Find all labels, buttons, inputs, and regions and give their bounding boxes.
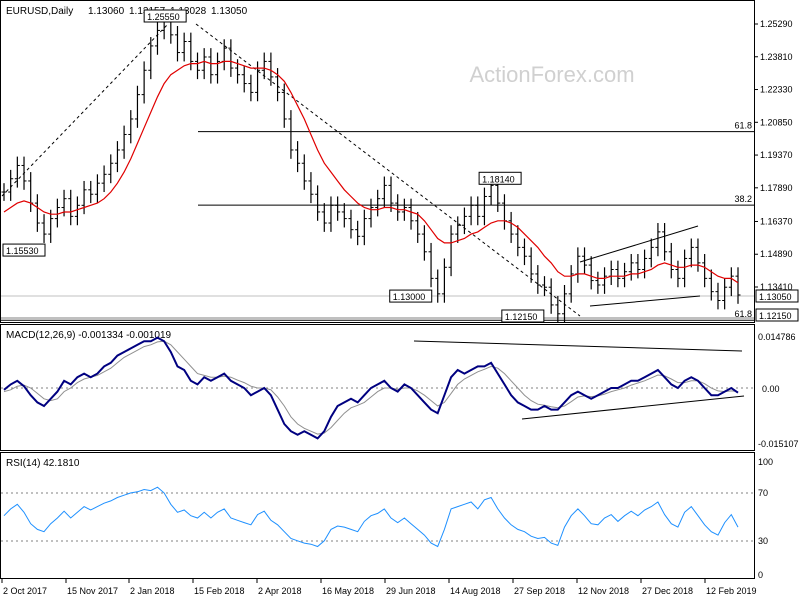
price-axis-label: 1.13410 [760,282,793,292]
date-axis-label: 2 Oct 2017 [3,586,47,596]
date-axis-label: 15 Nov 2017 [67,586,118,596]
watermark-text: ActionForex.com [469,62,634,87]
level-label-box [389,289,433,303]
rsi-line [3,486,739,548]
macd-tick-top: 0.014786 [758,332,796,342]
rsi-tick-30: 30 [758,536,768,546]
level-label-box [501,309,545,323]
rsi-tick-0: 0 [758,570,763,580]
trend-lines [1,23,745,420]
date-axis-label: 2 Jan 2018 [130,586,175,596]
descending-dashed-trendline [195,23,581,317]
upper-dashed-trendline [1,23,169,197]
macd-line [3,336,739,440]
rsi-title: RSI(14) 42.1810 [6,458,80,469]
macd-tick-bottom: -0.015107 [758,439,799,449]
date-axis: 2 Oct 2017 15 Nov 2017 2 Jan 2018 15 Feb 20… [1,579,757,596]
wedge-lower-line [589,295,701,307]
date-axis-label: 16 May 2018 [322,586,374,596]
date-axis-label: 12 Feb 2019 [706,586,757,596]
price-chart-title: EURUSD,Daily [6,6,73,17]
price-axis-label: 1.19370 [760,150,793,160]
date-axis-label: 2 Apr 2018 [258,586,302,596]
price-axis-label: 1.20850 [760,117,793,127]
date-axis-label: 12 Nov 2018 [578,586,629,596]
price-axis-label: 1.14890 [760,249,793,259]
fib-level-label: 61.8 [734,309,752,319]
ohlc-open: 1.13060 [88,6,125,17]
level-label-box [143,9,187,23]
level-label-box [478,171,522,185]
price-axis-label: 1.22330 [760,85,793,95]
price-axis-label: 1.25290 [760,19,793,29]
macd-panel-frame [0,324,755,451]
date-axis-label: 29 Jun 2018 [386,586,436,596]
bottom-price-label: 1.12150 [759,311,792,321]
level-label-text: 1.18140 [482,174,515,184]
macd-lower-trendline [521,395,745,420]
fibonacci-levels: 61.8 38.2 61.8 [1,121,754,321]
price-axis-label: 1.23810 [760,52,793,62]
wedge-upper-line [579,225,699,263]
fib-level-label: 38.2 [734,194,752,204]
macd-tick-zero: 0.00 [762,384,780,394]
level-label-text: 1.25550 [147,12,180,22]
ohlc-low: 1.13028 [170,6,207,17]
price-axis-label: 1.17890 [760,183,793,193]
ohlc-close: 1.13050 [211,6,248,17]
price-axis: 1.25290 1.23810 1.22330 1.20850 1.19370 1.178… [754,19,793,292]
last-price-tag [755,289,799,303]
rsi-series-group [3,486,739,548]
macd-upper-trendline [413,340,743,352]
date-axis-label: 15 Feb 2018 [194,586,245,596]
level-label-text: 1.12150 [505,312,538,322]
price-axis-label: 1.16370 [760,216,793,226]
date-axis-label: 27 Dec 2018 [642,586,693,596]
macd-signal-line [3,340,739,435]
level-label-text: 1.13000 [393,292,426,302]
bottom-price-tag [755,308,799,322]
rsi-panel-frame [0,452,755,579]
macd-title: MACD(12,26,9) -0.001334 -0.001019 [6,330,172,341]
price-level-labels: 1.25550 1.15530 1.18140 1.13000 1.12150 [2,9,545,323]
price-series-group [1,10,741,323]
price-panel-frame [0,0,755,323]
moving-average-line [3,60,739,284]
date-axis-label: 27 Sep 2018 [514,586,565,596]
rsi-tick-100: 100 [758,457,773,467]
last-price-label: 1.13050 [759,292,792,302]
level-label-text: 1.15530 [6,246,39,256]
macd-series-group [3,336,739,440]
rsi-tick-70: 70 [758,488,768,498]
fib-level-label: 61.8 [734,121,752,131]
date-axis-label: 14 Aug 2018 [450,586,501,596]
level-label-box [2,243,46,257]
